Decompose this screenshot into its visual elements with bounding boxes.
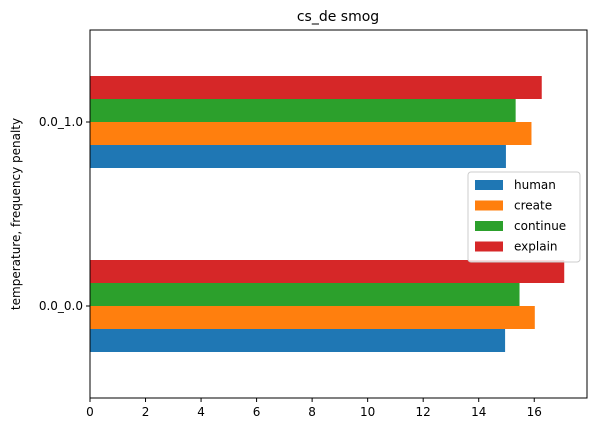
y-axis: 0.0_0.0 0.0_1.0 [39,115,90,313]
bar-human-0.0_1.0 [90,145,506,168]
legend-label-human: human [514,178,556,192]
bar-explain-0.0_0.0 [90,260,565,283]
x-tick-label: 4 [197,405,205,419]
bar-create-0.0_1.0 [90,122,532,145]
legend-box [467,171,581,263]
x-tick-label: 2 [142,405,150,419]
y-tick-label: 0.0_0.0 [39,299,83,313]
y-axis-label: temperature, frequency penalty [9,118,23,310]
x-tick-label: 16 [527,405,542,419]
bar-human-0.0_0.0 [90,329,506,352]
bar-create-0.0_0.0 [90,306,535,329]
plot-frame [89,29,588,399]
bar-explain-0.0_1.0 [90,76,542,99]
legend-label-create: create [514,199,552,213]
x-tick-label: 6 [253,405,261,419]
x-tick-label: 12 [416,405,431,419]
bars-layer [90,76,565,352]
legend-label-explain: explain [514,240,558,254]
x-tick-label: 8 [308,405,316,419]
legend-swatch-continue [475,221,503,231]
bar-continue-0.0_1.0 [90,99,516,122]
x-axis: 0 2 4 6 8 10 12 14 16 [86,398,542,419]
legend-swatch-create [475,200,503,211]
x-tick-label: 0 [86,405,94,419]
legend-label-continue: continue [514,219,566,233]
legend-swatch-explain [475,241,503,252]
chart-title: cs_de smog [297,9,379,25]
x-tick-label: 14 [471,405,486,419]
legend-swatch-human [475,180,503,190]
x-tick-label: 10 [360,405,375,419]
legend: human create continue explain [467,171,581,263]
bar-continue-0.0_0.0 [90,283,520,306]
y-tick-label: 0.0_1.0 [39,115,83,129]
